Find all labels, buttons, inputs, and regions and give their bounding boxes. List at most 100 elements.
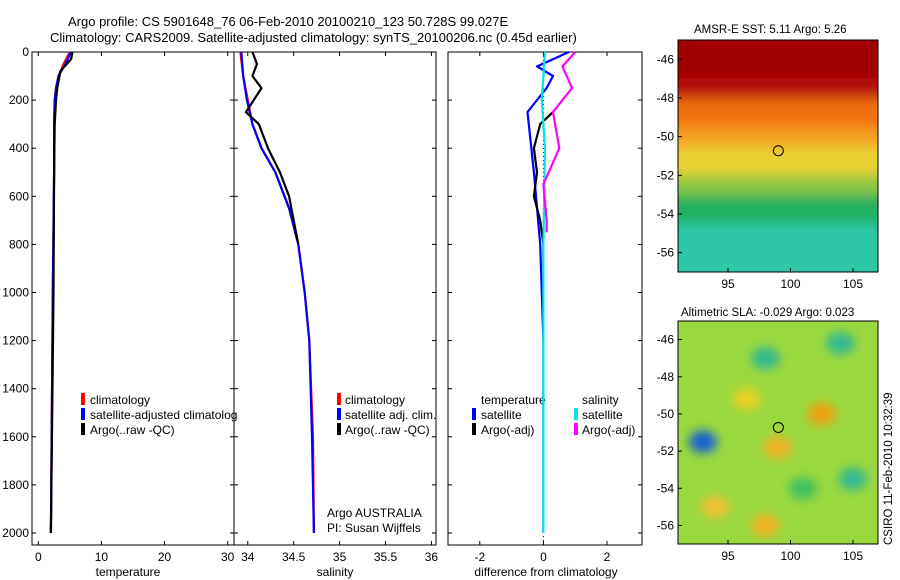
legend-swatch-climatology (337, 393, 341, 405)
y-tick-label: 600 (9, 189, 29, 203)
legend-swatch-satellite (337, 408, 341, 420)
legend-swatch-argo (337, 423, 341, 435)
y-tick-label: 800 (9, 237, 29, 251)
x-tick-label: 2 (604, 550, 611, 564)
x-tick-label: 100 (780, 277, 800, 291)
difference-axes-frame (447, 51, 643, 546)
sla-map-frame (677, 320, 879, 545)
x-tick-label: 95 (721, 277, 735, 291)
y-tick-label: -46 (657, 333, 675, 347)
x-tick-label: 34 (241, 550, 255, 564)
y-tick-label: -52 (657, 168, 675, 182)
sla-anomaly (839, 467, 867, 490)
legend-swatch-argo (81, 423, 85, 435)
legend-swatch-temp-argo (472, 423, 476, 435)
temperature-axes-frame (31, 51, 235, 546)
sst-band (678, 78, 878, 100)
sla-anomaly (826, 332, 855, 355)
sst-map-image (678, 40, 878, 272)
argo-position-marker (772, 421, 784, 433)
series-line-satellite-adj-clim- (240, 51, 315, 534)
legend-swatch-sal-satellite (574, 408, 578, 420)
x-tick-label: 34.5 (282, 550, 306, 564)
sla-anomaly (689, 430, 717, 453)
x-tick-label: 105 (843, 549, 863, 563)
legend-label: satellite (481, 408, 522, 422)
y-tick-label: -50 (657, 130, 675, 144)
sst-band (678, 127, 878, 149)
legend-label: satellite adj. clim. (345, 408, 436, 422)
sst-band (678, 98, 878, 129)
y-tick-label: -50 (657, 407, 675, 421)
series-line-temperature-satellite (526, 50, 570, 533)
y-tick-label: -54 (657, 207, 675, 221)
legend-swatch-climatology (81, 393, 85, 405)
difference-axis-label: difference from climatology (474, 565, 617, 579)
x-tick-label: 100 (780, 549, 800, 563)
sst-band (678, 146, 878, 178)
y-tick-label: -56 (657, 246, 675, 260)
legend-swatch-sal-argo (574, 423, 578, 435)
series-line-salinity-satellite (540, 51, 547, 533)
y-tick-label: 1800 (2, 478, 29, 492)
argo-position-marker (772, 145, 784, 157)
sla-map-title: Altimetric SLA: -0.029 Argo: 0.023 (681, 307, 854, 319)
y-tick-label: -46 (657, 52, 675, 66)
x-tick-label: 30 (221, 550, 235, 564)
header-line-1: Argo profile: CS 5901648_76 06-Feb-2010 … (68, 14, 509, 29)
sst-map-frame (677, 39, 879, 273)
sst-band (678, 175, 878, 197)
sla-anomaly (789, 477, 817, 500)
x-tick-label: -2 (474, 550, 485, 564)
series-line-argo-raw-qc- (49, 51, 74, 534)
y-tick-label: -48 (657, 91, 675, 105)
x-tick-label: 0 (35, 550, 42, 564)
sst-band (678, 223, 878, 272)
legend-label: satellite (582, 408, 623, 422)
pi-annotation: PI: Susan Wijffels (327, 521, 421, 535)
sst-map-title: AMSR-E SST: 5.11 Argo: 5.26 (694, 24, 847, 36)
y-tick-label: 1000 (2, 285, 29, 299)
legend-label: Argo(-adj) (481, 423, 534, 437)
sst-field (678, 40, 878, 272)
x-tick-label: 0 (540, 550, 547, 564)
sla-anomaly (764, 436, 792, 459)
sla-anomaly (807, 402, 836, 425)
legend-label: Argo(..raw -QC) (90, 423, 175, 437)
argo-australia-annotation: Argo AUSTRALIA (327, 506, 422, 520)
y-tick-label: -52 (657, 444, 675, 458)
y-tick-label: 2000 (2, 526, 29, 540)
sla-anomaly (751, 347, 780, 370)
series-line-salinity-argo-adj- (542, 51, 577, 233)
legend-swatch-satellite (81, 408, 85, 420)
sst-band (678, 40, 878, 81)
y-tick-label: 1600 (2, 430, 29, 444)
x-tick-label: 35.5 (374, 550, 398, 564)
y-tick-label: -54 (657, 481, 675, 495)
y-tick-label: -48 (657, 370, 675, 384)
salinity-legend: climatology satellite adj. clim. Argo(..… (327, 393, 436, 535)
legend-label: Argo(..raw -QC) (345, 423, 430, 437)
x-tick-label: 95 (721, 549, 735, 563)
sst-band (678, 194, 878, 226)
y-tick-label: 0 (22, 45, 29, 59)
difference-legend: temperature salinity satellite Argo(-adj… (472, 393, 635, 437)
legend-swatch-temp-satellite (472, 408, 476, 420)
salinity-axis-label: salinity (317, 565, 354, 579)
sla-field (689, 332, 867, 537)
x-tick-label: 105 (843, 277, 863, 291)
x-tick-label: 10 (95, 550, 109, 564)
y-tick-label: 200 (9, 93, 29, 107)
legend-title-temperature: temperature (481, 393, 546, 407)
legend-label: climatology (90, 393, 150, 407)
x-tick-label: 36 (425, 550, 439, 564)
header-line-2: Climatology: CARS2009. Satellite-adjuste… (50, 30, 577, 45)
csiro-timestamp-label: CSIRO 11-Feb-2010 10:32:39 (883, 392, 895, 545)
salinity-axes-frame (233, 51, 437, 546)
y-tick-label: 1200 (2, 334, 29, 348)
sla-anomaly (732, 388, 761, 411)
sla-anomaly (751, 514, 780, 537)
series-line-argo-raw-qc- (244, 51, 300, 245)
